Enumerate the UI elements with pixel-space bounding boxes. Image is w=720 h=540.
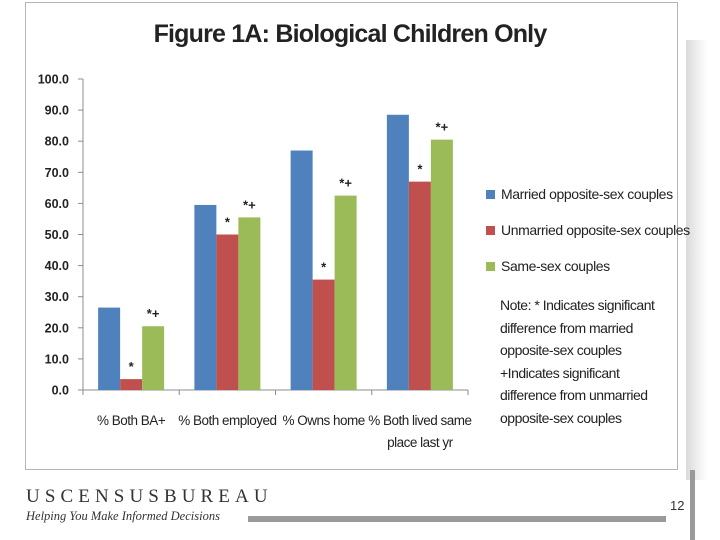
significance-marker: *+ (436, 120, 449, 135)
significance-marker: * (321, 260, 327, 275)
x-tick-label: % Both BA+ (97, 413, 166, 428)
y-tick-label: 40.0 (45, 259, 69, 273)
footer-divider (248, 516, 666, 522)
bar (142, 326, 165, 390)
x-tick-label: % Both lived same (368, 413, 471, 428)
y-tick-label: 50.0 (45, 228, 69, 242)
y-tick-label: 10.0 (45, 352, 69, 366)
legend-item: Married opposite-sex couples (486, 183, 690, 205)
y-tick-label: 70.0 (45, 166, 69, 180)
y-tick-label: 20.0 (45, 321, 69, 335)
significance-marker: *+ (147, 306, 160, 321)
bar (334, 195, 357, 390)
bar-chart: 0.0 10.0 20.0 30.0 40.0 50.0 60.0 70.0 80.0 90.0 1… (38, 73, 472, 451)
bar (290, 150, 313, 390)
significance-marker: *+ (339, 176, 352, 191)
legend-item: Same-sex couples (486, 255, 690, 277)
bar (120, 379, 143, 390)
legend-swatch (486, 261, 495, 271)
note-line: difference from unmarried (500, 387, 648, 403)
bar (194, 204, 217, 390)
bar (238, 217, 261, 390)
significance-note: Note: * Indicates significant difference… (500, 294, 675, 429)
legend-label: Married opposite-sex couples (501, 186, 673, 202)
significance-marker: * (417, 162, 423, 177)
note-line: Note: * Indicates significant (500, 297, 655, 313)
y-tick-label: 90.0 (45, 104, 69, 118)
bar (430, 139, 453, 390)
significance-marker: * (225, 215, 231, 230)
footer-vertical-divider (690, 470, 695, 540)
bar (98, 307, 121, 390)
note-line: difference from married (500, 319, 633, 336)
legend-swatch (486, 225, 495, 235)
y-tick-label: 80.0 (45, 135, 69, 149)
x-tick-label: % Owns home (282, 413, 364, 428)
note-line: opposite-sex couples (500, 409, 622, 426)
legend-item: Unmarried opposite-sex couples (486, 219, 690, 241)
chart-title: Figure 1A: Biological Children Only (153, 20, 548, 48)
legend-label: Unmarried opposite-sex couples (501, 222, 690, 238)
y-tick-label: 60.0 (45, 197, 69, 211)
x-tick-label: place last yr (387, 435, 454, 450)
decorative-stripe (686, 40, 708, 480)
significance-marker: * (129, 359, 135, 374)
y-tick-label: 30.0 (45, 290, 69, 304)
bar (216, 234, 239, 390)
census-bureau-tagline: Helping You Make Informed Decisions (26, 509, 220, 523)
page-number: 12 (670, 498, 685, 513)
bar (312, 279, 335, 390)
note-line: opposite-sex couples (500, 342, 622, 358)
y-tick-label: 100.0 (38, 73, 69, 87)
y-tick-label: 0.0 (52, 384, 69, 398)
legend: Married opposite-sex couples Unmarried op… (486, 183, 690, 291)
legend-label: Same-sex couples (501, 258, 610, 274)
bar (386, 114, 409, 390)
significance-marker: *+ (243, 197, 256, 212)
bar (408, 181, 431, 390)
x-tick-label: % Both employed (178, 413, 276, 428)
note-line: +Indicates significant (500, 364, 620, 381)
census-bureau-logo: USCENSUSBUREAU (26, 486, 273, 507)
legend-swatch (486, 189, 495, 199)
